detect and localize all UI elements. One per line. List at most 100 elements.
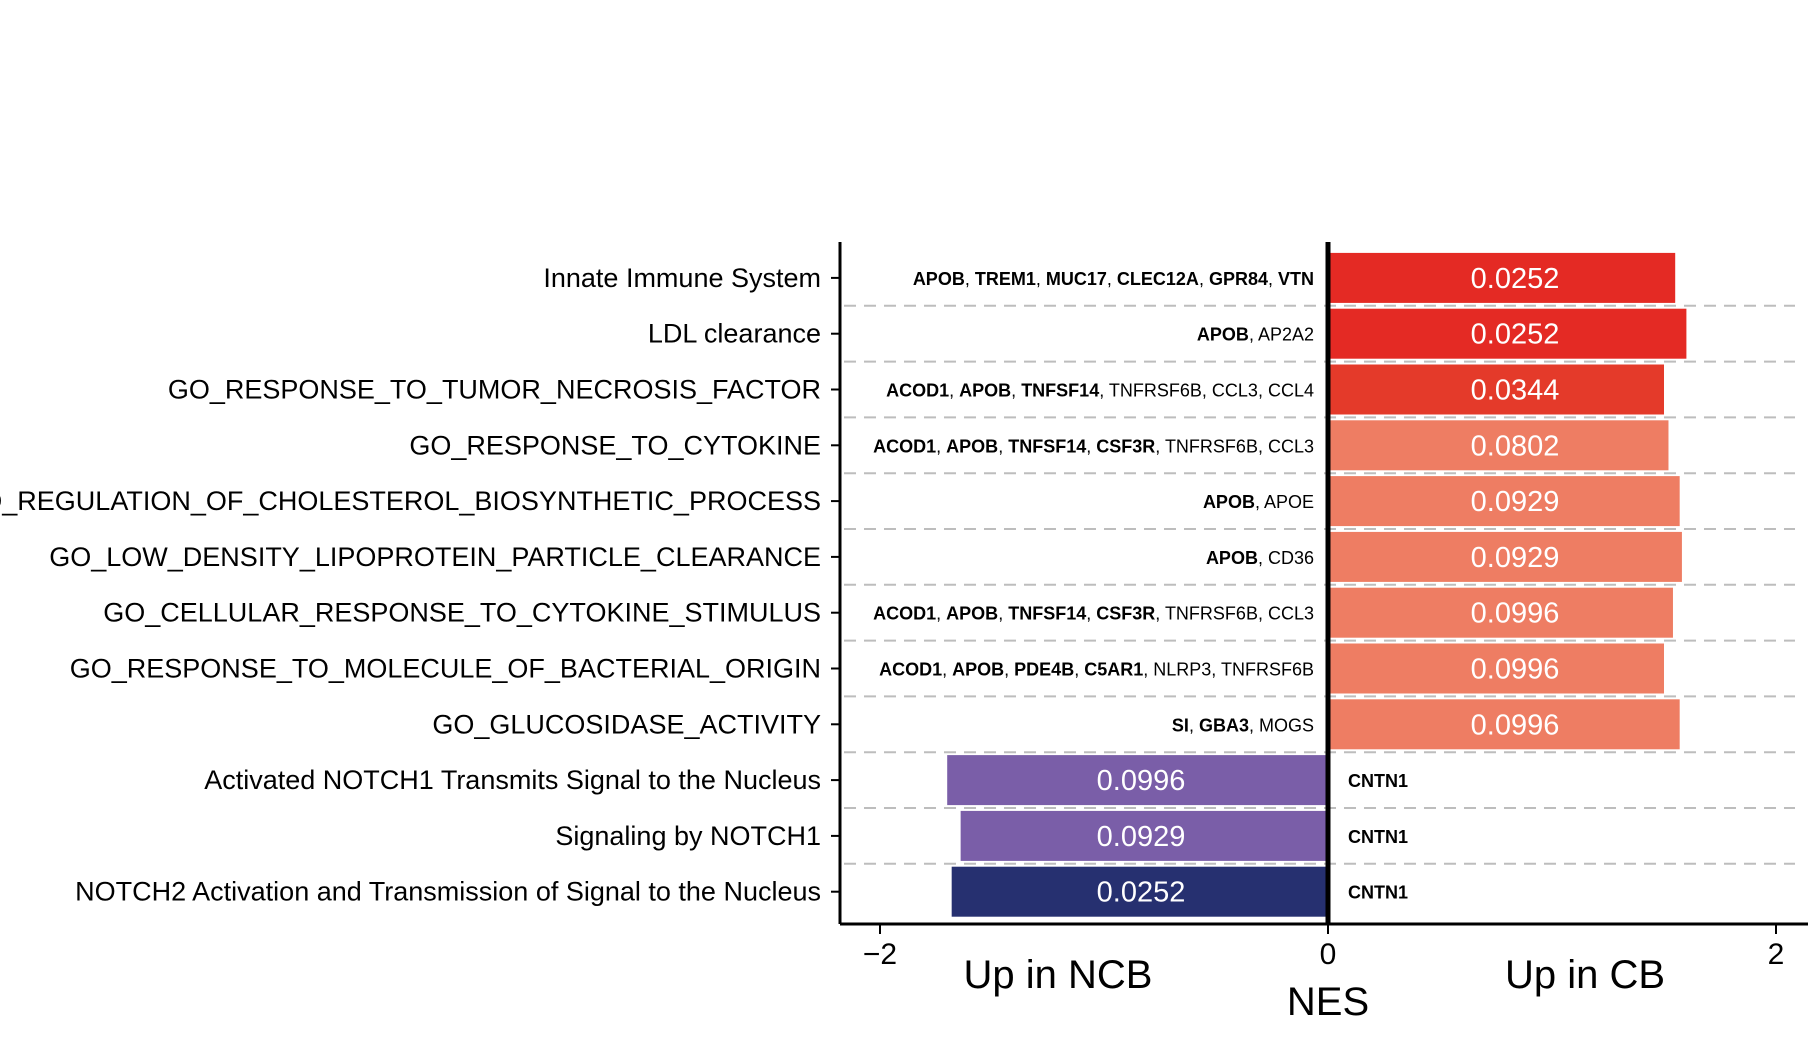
side-label-negative: Up in NCB (964, 953, 1153, 997)
gene-name: TNFSF14 (1021, 381, 1099, 401)
gene-name: CD36 (1268, 548, 1314, 568)
gene-separator: , (1249, 325, 1258, 345)
gene-separator: , (1099, 381, 1109, 401)
bar-value-label: 0.0252 (1471, 319, 1560, 351)
gene-name: CNTN1 (1348, 771, 1408, 791)
gene-name: CSF3R (1096, 604, 1155, 624)
category-labels: Innate Immune System LDL clearance GO_RESP… (0, 263, 840, 907)
gene-separator: , (1258, 604, 1268, 624)
gene-separator: , (998, 604, 1008, 624)
gene-name: TNFRSF6B (1221, 660, 1314, 680)
gene-separator: , (936, 604, 946, 624)
gene-separator: , (1155, 604, 1165, 624)
gene-label: ACOD1, APOB, TNFSF14, TNFRSF6B, CCL3, CC… (886, 381, 1314, 401)
gene-name: CSF3R (1096, 436, 1155, 456)
gene-separator: , (936, 436, 946, 456)
gene-name: CCL4 (1268, 381, 1314, 401)
gene-name: TNFSF14 (1008, 604, 1086, 624)
gene-label: ACOD1, APOB, PDE4B, C5AR1, NLRP3, TNFRSF… (879, 660, 1314, 680)
category-label: Innate Immune System (543, 263, 821, 293)
bar-value-label: 0.0996 (1471, 709, 1560, 741)
gene-name: APOB (946, 436, 998, 456)
side-label-positive: Up in CB (1505, 953, 1665, 997)
gene-separator: , (1211, 660, 1221, 680)
category-label: GO_RESPONSE_TO_CYTOKINE (409, 430, 821, 460)
gene-separator: , (1258, 436, 1268, 456)
gene-label: APOB, CD36 (1206, 548, 1314, 568)
gene-name: GBA3 (1199, 715, 1249, 735)
gene-name: APOB (959, 381, 1011, 401)
gene-label: APOB, AP2A2 (1197, 325, 1314, 345)
category-label: Signaling by NOTCH1 (555, 821, 821, 851)
bar (1328, 699, 1680, 750)
gene-separator: , (1036, 269, 1046, 289)
gene-label: CNTN1 (1348, 883, 1408, 903)
category-label: GO_RESPONSE_TO_MOLECULE_OF_BACTERIAL_ORI… (70, 654, 821, 684)
gene-name: APOB (946, 604, 998, 624)
gene-name: SI (1172, 715, 1189, 735)
gene-name: PDE4B (1014, 660, 1074, 680)
gene-name: ACOD1 (886, 381, 949, 401)
gene-labels: APOB, TREM1, MUC17, CLEC12A, GPR84, VTNA… (873, 269, 1408, 903)
gene-name: C5AR1 (1084, 660, 1143, 680)
gene-name: CNTN1 (1348, 883, 1408, 903)
gene-name: MUC17 (1046, 269, 1107, 289)
bar (1328, 308, 1687, 359)
gene-name: TNFRSF6B (1165, 436, 1258, 456)
gene-separator: , (1258, 381, 1268, 401)
gene-separator: , (1074, 660, 1084, 680)
bar-value-label: 0.0929 (1471, 542, 1560, 574)
gene-separator: , (1011, 381, 1021, 401)
gene-name: VTN (1278, 269, 1314, 289)
gene-name: CNTN1 (1348, 827, 1408, 847)
gene-name: TNFRSF6B (1109, 381, 1202, 401)
gene-name: NLRP3 (1153, 660, 1211, 680)
x-tick-label: 2 (1768, 938, 1785, 971)
gene-label: CNTN1 (1348, 827, 1408, 847)
gene-name: APOB (952, 660, 1004, 680)
bar (951, 866, 1328, 917)
gene-name: APOB (1203, 492, 1255, 512)
gene-separator: , (1258, 548, 1268, 568)
category-label: GO_CELLULAR_RESPONSE_TO_CYTOKINE_STIMULU… (103, 598, 821, 628)
gene-name: APOB (1197, 325, 1249, 345)
bar (1328, 531, 1682, 582)
gene-name: CCL3 (1212, 381, 1258, 401)
gene-separator: , (1255, 492, 1264, 512)
gene-name: ACOD1 (879, 660, 942, 680)
gene-name: AP2A2 (1258, 325, 1314, 345)
bar-value-label: 0.0344 (1471, 375, 1560, 407)
gene-name: TNFRSF6B (1165, 604, 1258, 624)
bar-value-label: 0.0929 (1471, 486, 1560, 518)
bar-value-label: 0.0252 (1471, 263, 1560, 295)
gene-separator: , (1202, 381, 1212, 401)
gene-separator: , (1268, 269, 1278, 289)
category-label: GO_REGULATION_OF_CHOLESTEROL_BIOSYNTHETI… (0, 486, 821, 516)
x-tick-label: −2 (863, 938, 897, 971)
category-label: Activated NOTCH1 Transmits Signal to the… (204, 765, 821, 795)
gene-name: CCL3 (1268, 436, 1314, 456)
gene-name: APOB (1206, 548, 1258, 568)
bar (1328, 587, 1673, 638)
category-label: GO_GLUCOSIDASE_ACTIVITY (432, 709, 821, 739)
gene-label: ACOD1, APOB, TNFSF14, CSF3R, TNFRSF6B, C… (873, 436, 1314, 456)
bar-value-label: 0.0996 (1471, 598, 1560, 630)
gene-name: MOGS (1259, 715, 1314, 735)
gene-name: TREM1 (975, 269, 1036, 289)
gene-separator: , (998, 436, 1008, 456)
bar-value-label: 0.0802 (1471, 430, 1560, 462)
bar-value-label: 0.0252 (1097, 877, 1186, 909)
x-axis-title: NES (1287, 980, 1369, 1024)
gene-separator: , (965, 269, 975, 289)
gene-separator: , (1004, 660, 1014, 680)
gene-separator: , (1199, 269, 1209, 289)
gene-separator: , (1155, 436, 1165, 456)
category-label: GO_RESPONSE_TO_TUMOR_NECROSIS_FACTOR (168, 375, 821, 405)
bar-value-label: 0.0996 (1471, 654, 1560, 686)
gene-name: CLEC12A (1117, 269, 1199, 289)
gene-separator: , (1189, 715, 1199, 735)
gene-label: CNTN1 (1348, 771, 1408, 791)
gene-separator: , (949, 381, 959, 401)
bar (1328, 643, 1664, 694)
